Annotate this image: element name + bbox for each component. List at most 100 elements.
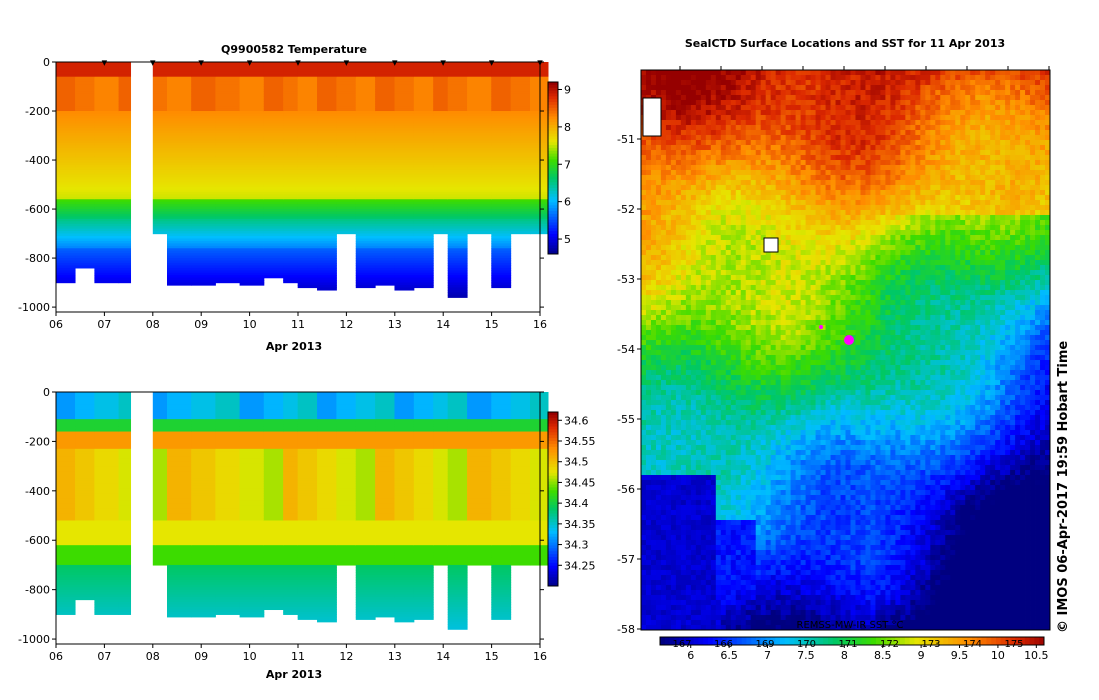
cell: [283, 505, 299, 509]
cell: [94, 540, 120, 544]
cell: [433, 392, 449, 396]
cell: [215, 530, 241, 534]
cell: [530, 478, 549, 482]
cell: [491, 451, 512, 455]
sst-cell: [730, 90, 737, 96]
sst-cell: [960, 70, 966, 76]
cell: [191, 101, 216, 105]
colorbar-cell: [548, 438, 558, 442]
cell: [317, 495, 337, 499]
cell: [447, 128, 468, 132]
cell: [530, 406, 549, 410]
cell: [283, 255, 299, 259]
cell: [297, 441, 318, 445]
cell: [215, 431, 241, 435]
cell: [447, 287, 468, 291]
cell: [491, 602, 512, 606]
sst-cell: [1040, 95, 1046, 101]
cell: [239, 525, 265, 529]
cell: [394, 84, 415, 88]
cell: [263, 552, 284, 556]
cell: [530, 409, 549, 413]
cell: [447, 66, 468, 70]
cell: [433, 221, 449, 225]
cell: [447, 396, 468, 401]
cell: [147, 394, 168, 398]
cell: [147, 416, 168, 420]
sst-cell: [700, 90, 707, 96]
cell: [263, 174, 284, 178]
cell: [413, 204, 434, 208]
cell: [167, 485, 192, 489]
cell: [215, 424, 241, 428]
cell: [413, 493, 434, 497]
cell: [94, 64, 120, 68]
cell: [263, 64, 284, 68]
cell: [297, 550, 318, 554]
cell: [167, 535, 192, 539]
cell: [263, 500, 284, 504]
sst-cell: [1015, 100, 1021, 106]
cell: [191, 280, 216, 284]
cell: [317, 396, 337, 401]
cell: [75, 446, 95, 450]
cell: [447, 88, 468, 93]
cell: [336, 421, 357, 425]
cell: [55, 503, 76, 507]
cell: [433, 162, 449, 166]
cell: [297, 597, 318, 601]
cell: [147, 532, 168, 536]
sst-cell: [785, 95, 792, 101]
sst-cell: [860, 80, 866, 86]
colorbar-cell: [548, 193, 558, 198]
cell: [336, 505, 357, 509]
cell: [94, 431, 120, 435]
colorbar-cell: [548, 464, 558, 468]
cell: [263, 150, 284, 154]
cell: [167, 537, 192, 541]
cell: [191, 243, 216, 247]
cell: [94, 451, 120, 455]
cell: [413, 488, 434, 492]
cell: [283, 500, 299, 504]
cell: [263, 594, 284, 598]
cell: [467, 226, 492, 230]
cell: [467, 458, 492, 462]
cell: [297, 564, 318, 569]
cell: [336, 552, 357, 556]
sst-cell: [720, 100, 727, 106]
cell: [167, 421, 192, 425]
sst-cell: [735, 85, 742, 91]
cell: [215, 498, 241, 502]
cell: [167, 495, 192, 499]
cell: [55, 550, 76, 554]
cell: [447, 555, 468, 559]
cell: [317, 589, 337, 593]
cell: [491, 503, 512, 507]
cell: [433, 106, 449, 110]
cell: [55, 236, 76, 240]
cell: [375, 96, 395, 100]
sst-cell: [865, 70, 871, 76]
sst-cell: [930, 75, 936, 81]
cell: [413, 118, 434, 122]
cell: [94, 532, 120, 536]
cell: [94, 216, 120, 220]
cell: [447, 567, 468, 571]
cell: [191, 69, 216, 73]
cell: [491, 71, 512, 75]
cell: [491, 495, 512, 499]
cell: [355, 542, 376, 546]
cell: [191, 463, 216, 467]
cell: [94, 115, 120, 119]
cell: [94, 597, 120, 601]
cell: [336, 150, 357, 154]
cell: [55, 574, 76, 578]
cell: [491, 111, 512, 115]
cell: [355, 76, 376, 80]
sst-cell: [985, 85, 991, 91]
cell: [297, 81, 318, 85]
cell: [239, 515, 265, 519]
cell: [433, 91, 449, 95]
cell: [215, 584, 241, 588]
